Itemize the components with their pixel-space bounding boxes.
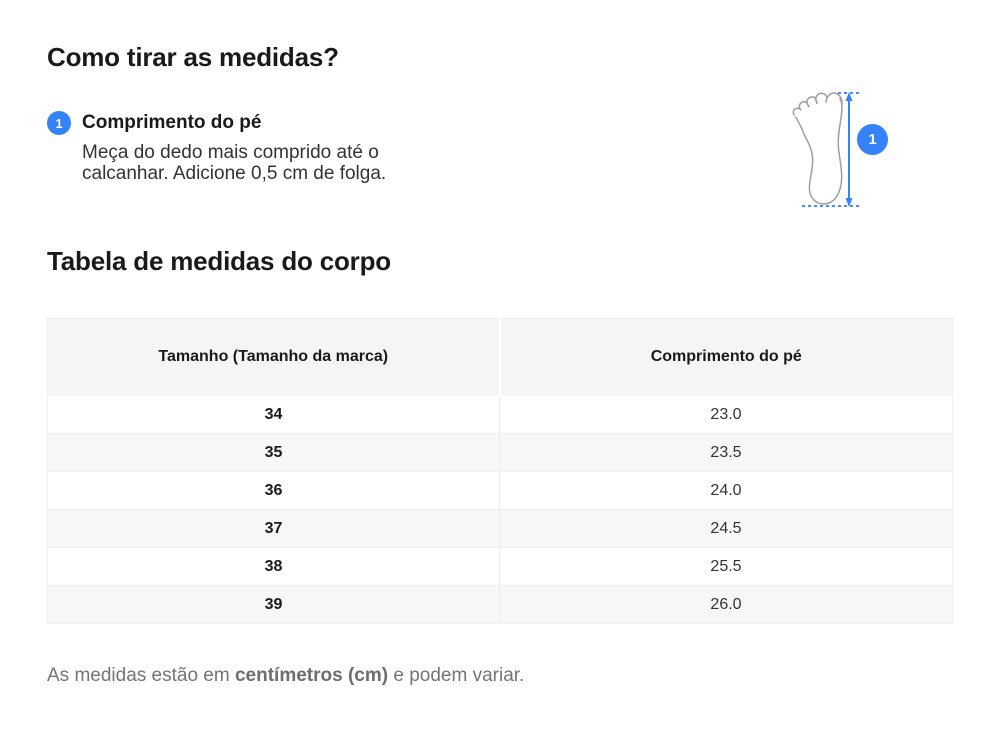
foot-length-cell: 25.5 [499,547,953,586]
measure-arrow-icon [802,92,862,207]
table-row: 39 26.0 [47,585,953,624]
foot-length-cell: 24.5 [499,509,953,548]
foot-measurement-diagram: 1 [790,86,900,218]
table-row: 35 23.5 [47,433,953,472]
column-header-size: Tamanho (Tamanho da marca) [47,318,500,397]
size-table-body: 34 23.0 35 23.5 36 24.0 37 24.5 38 25.5 39 26.0 [47,395,953,624]
size-table-container: Tamanho (Tamanho da marca) Comprimento d… [47,318,953,624]
footnote-prefix: As medidas estão em [47,665,235,686]
table-row: 36 24.0 [47,471,953,510]
table-row: 34 23.0 [48,395,953,434]
size-cell: 39 [47,585,500,624]
table-row: 37 24.5 [47,509,953,548]
size-table-header: Tamanho (Tamanho da marca) Comprimento d… [47,318,953,397]
step-number-badge: 1 [47,111,71,135]
table-section-title: Tabela de medidas do corpo [47,246,391,276]
size-cell: 37 [47,509,500,548]
footnote-suffix: e podem variar. [388,665,525,686]
page-title: Como tirar as medidas? [47,42,339,72]
footnote: As medidas estão em centímetros (cm) e p… [47,665,524,687]
footnote-unit: centímetros (cm) [234,665,389,686]
description-line-2: calcanhar. Adicione 0,5 cm de folga. [82,163,387,184]
diagram-step-badge: 1 [857,124,888,155]
size-cell: 35 [47,433,500,472]
size-cell: 38 [47,547,500,586]
foot-length-cell: 26.0 [499,585,953,624]
measurement-step-text: Comprimento do pé Meça do dedo mais comp… [82,110,386,184]
foot-outline-icon [792,92,862,207]
size-cell: 34 [264,405,283,423]
foot-length-cell: 23.0 [499,395,953,434]
foot-length-cell: 24.0 [499,471,953,510]
foot-length-cell: 23.5 [499,433,953,472]
measurement-label: Comprimento do pé [82,112,262,133]
measurement-step-1: 1 Comprimento do pé Meça do dedo mais co… [47,110,386,184]
description-line-1: Meça do dedo mais comprido até o [82,142,379,163]
size-cell: 36 [47,471,500,510]
size-table: Tamanho (Tamanho da marca) Comprimento d… [47,318,953,624]
measurement-description: Meça do dedo mais comprido até o calcanh… [82,142,386,184]
column-header-foot-length: Comprimento do pé [498,318,953,397]
header-row: Tamanho (Tamanho da marca) Comprimento d… [47,318,953,397]
table-row: 38 25.5 [47,547,953,586]
